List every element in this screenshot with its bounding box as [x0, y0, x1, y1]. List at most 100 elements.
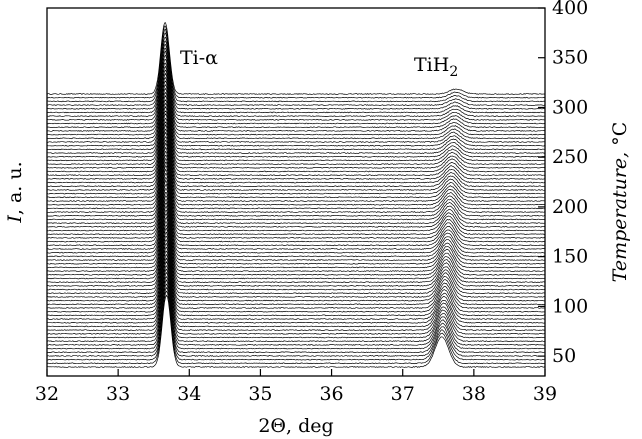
series-line: [46, 40, 546, 114]
series-line: [46, 246, 546, 320]
series-line: [46, 102, 546, 177]
intensity-axis-label: I, a. u.: [4, 161, 26, 223]
series-line: [46, 87, 546, 162]
series-line: [46, 150, 546, 224]
series-line: [46, 206, 546, 280]
series-line: [46, 188, 546, 261]
series-line: [46, 161, 546, 236]
series-line: [46, 239, 546, 313]
series-line: [46, 227, 546, 302]
series-line: [46, 22, 546, 95]
series-line: [47, 139, 546, 213]
series-line: [46, 224, 546, 298]
series-line: [46, 290, 546, 365]
series-line: [46, 32, 546, 106]
temperature-axis-symbol: Temperature: [609, 158, 631, 282]
temperature-tick-label: 100: [552, 295, 588, 317]
series-line: [46, 242, 546, 317]
series-line: [46, 177, 545, 250]
series-line: [46, 286, 546, 361]
series-line: [46, 231, 546, 306]
series-line: [46, 47, 546, 121]
series-line: [46, 83, 546, 158]
series-line: [46, 44, 546, 118]
series-line: [46, 69, 546, 143]
series-line: [47, 28, 546, 103]
series-line: [46, 235, 546, 309]
x-tick-label: 32: [35, 383, 59, 405]
series-line: [46, 54, 546, 129]
temperature-axis-label: Temperature, °C: [609, 122, 631, 283]
series-line: [46, 117, 546, 191]
series-line: [47, 146, 546, 221]
series-line: [46, 142, 546, 217]
temperature-tick-label: 400: [552, 0, 588, 19]
series-line: [46, 58, 546, 132]
series-line: [46, 216, 546, 291]
peak-label-ti-alpha: Ti-α: [180, 47, 218, 69]
x-axis-label: 2Θ, deg: [258, 415, 333, 437]
series-line: [47, 154, 546, 228]
series-line: [46, 213, 545, 287]
temperature-tick-label: 200: [552, 196, 588, 218]
series-line: [46, 202, 546, 276]
intensity-axis-symbol: I: [4, 215, 26, 224]
series-line: [46, 276, 545, 350]
x-axis-symbol: 2Θ: [258, 415, 286, 437]
x-tick-label: 38: [462, 383, 486, 405]
temperature-tick-label: 50: [552, 345, 576, 367]
series-line: [46, 221, 546, 295]
series-line: [46, 158, 546, 232]
series-line: [46, 199, 546, 272]
series-line: [47, 110, 546, 184]
plot-frame: [46, 7, 546, 377]
series-line: [46, 257, 546, 331]
series-line: [46, 123, 546, 199]
series-line: [46, 179, 545, 254]
series-line: [46, 283, 546, 357]
series-line: [46, 165, 546, 239]
temperature-axis-ticks: 50 100 150 200 250 300 350 400: [538, 0, 588, 367]
temperature-tick-label: 350: [552, 47, 588, 69]
series-line: [46, 25, 546, 99]
series-line: [46, 65, 546, 140]
x-tick-label: 33: [106, 383, 130, 405]
series-line: [46, 113, 546, 188]
peak-label-tih2-main: TiH: [414, 54, 449, 76]
x-tick-label: 36: [319, 383, 343, 405]
series-line: [46, 62, 546, 136]
series-line: [47, 131, 546, 206]
x-axis-ticks: 32 33 34 35 36 37 38 39: [35, 369, 557, 405]
series-line: [46, 99, 546, 173]
series-line: [46, 191, 546, 265]
series-line: [46, 278, 546, 354]
series-line: [46, 195, 545, 269]
series-line: [46, 168, 546, 243]
x-tick-label: 34: [177, 383, 201, 405]
series-line: [46, 94, 546, 169]
series-fill: [47, 295, 545, 370]
peak-label-tih2: TiH2: [414, 54, 458, 80]
series-line: [46, 36, 546, 110]
series-line: [46, 294, 546, 368]
series-line: [46, 76, 546, 151]
x-tick-label: 39: [533, 383, 557, 405]
temperature-tick-label: 250: [552, 146, 588, 168]
intensity-axis-unit: a. u.: [4, 161, 26, 203]
temperature-tick-label: 150: [552, 246, 588, 268]
series-line: [46, 136, 546, 210]
series-line: [46, 253, 546, 328]
series-line: [46, 72, 546, 147]
series-line: [46, 121, 545, 195]
series-line: [46, 271, 546, 346]
series-line: [46, 268, 546, 343]
series-line: [47, 128, 546, 202]
temperature-axis-unit: °C: [609, 122, 631, 146]
series-line: [46, 50, 546, 125]
x-tick-label: 37: [391, 383, 415, 405]
series-line: [46, 209, 546, 284]
series-line: [46, 250, 546, 324]
series-line: [47, 80, 546, 154]
series-line: [47, 260, 546, 335]
